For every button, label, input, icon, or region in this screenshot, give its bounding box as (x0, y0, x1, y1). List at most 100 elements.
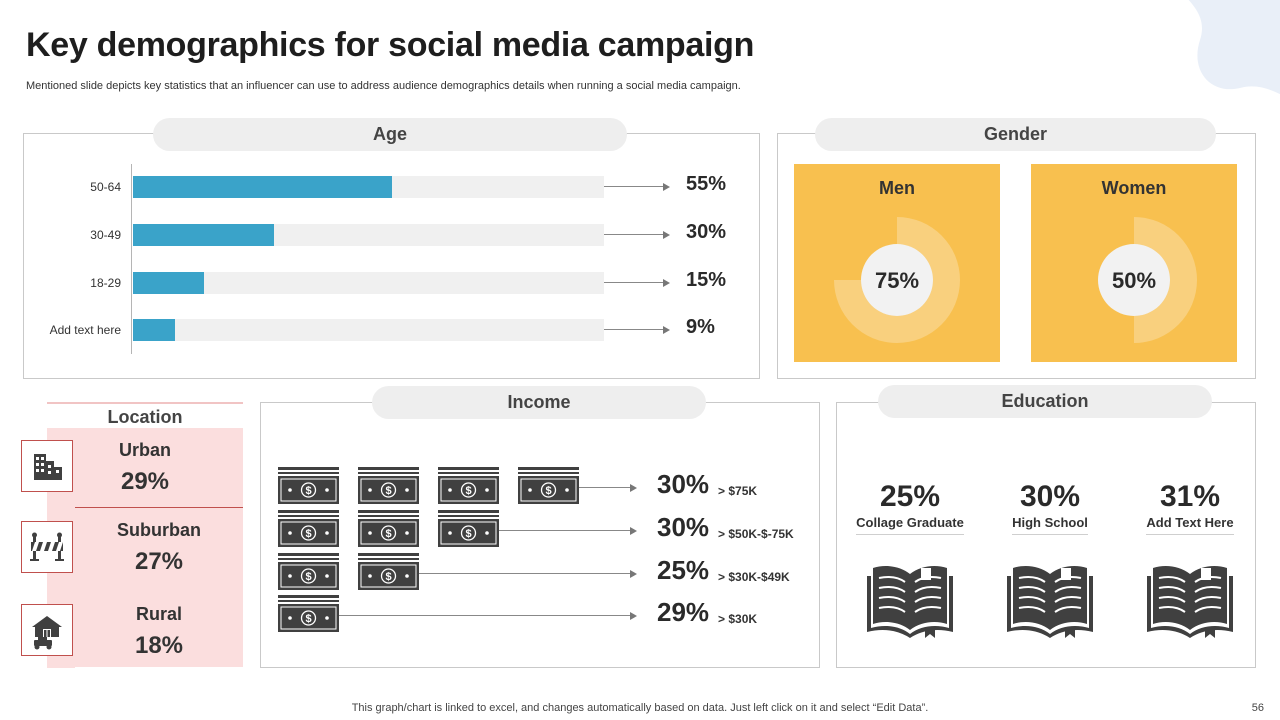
location-card-urban: Urban 29% (47, 428, 243, 507)
dollar-bill-icon: $ (438, 467, 499, 504)
page-number: 56 (1251, 702, 1264, 714)
income-section-title: Income (372, 386, 706, 419)
location-value: 29% (120, 468, 170, 495)
dollar-bill-icon: $ (358, 553, 419, 590)
buildings-icon (21, 440, 73, 492)
income-bracket-label: > $75K (718, 484, 758, 498)
age-bar-track (133, 224, 604, 246)
age-axis-line (131, 164, 132, 354)
donut-center (861, 244, 933, 316)
age-category-label: 50-64 (90, 180, 121, 194)
income-arrow-head (630, 527, 637, 535)
book-icon (1147, 562, 1233, 638)
dollar-bill-icon: $ (518, 467, 579, 504)
svg-text:$: $ (385, 528, 391, 540)
dollar-bill-icon: $ (278, 467, 339, 504)
income-value: 30% (657, 512, 710, 542)
age-section-title: Age (153, 118, 627, 151)
gender-label: Men (879, 178, 915, 198)
svg-text:$: $ (385, 485, 391, 497)
svg-text:$: $ (385, 571, 391, 583)
age-arrow (604, 282, 664, 283)
svg-text:$: $ (545, 485, 551, 497)
dollar-bill-icon: $ (278, 553, 339, 590)
age-arrow-head (663, 183, 670, 191)
dollar-bill-icon: $ (438, 510, 499, 547)
age-bar (133, 224, 275, 246)
age-category-label: Add text here (49, 323, 121, 337)
page-subtitle: Mentioned slide depicts key statistics t… (26, 80, 741, 92)
footer-note: This graph/chart is linked to excel, and… (351, 702, 929, 714)
location-value: 27% (134, 548, 184, 575)
education-item: 25% Collage Graduate (850, 480, 970, 535)
gender-value-label: 50% (1111, 268, 1157, 293)
svg-text:$: $ (465, 485, 471, 497)
education-section-title: Education (878, 385, 1212, 418)
book-icon (1007, 562, 1093, 638)
location-section-title: Location (47, 402, 243, 430)
donut-segment (834, 217, 960, 343)
education-value: 30% (1019, 480, 1081, 513)
income-value: 25% (657, 555, 710, 585)
income-arrow (579, 487, 630, 488)
education-item: 31% Add Text Here (1130, 480, 1250, 535)
income-arrow (499, 530, 630, 531)
age-category-label: 30-49 (90, 228, 121, 242)
age-bar-track (133, 176, 604, 198)
income-panel (260, 402, 820, 668)
dollar-bill-icon: $ (358, 467, 419, 504)
income-bracket-label: > $30K-$49K (718, 570, 790, 584)
donut-chart (834, 217, 960, 343)
education-value: 25% (879, 480, 941, 513)
location-card-rural: Rural 18% (75, 592, 243, 667)
age-category-label: 18-29 (90, 276, 121, 290)
education-label: Collage Graduate (856, 515, 964, 535)
page-title: Key demographics for social media campai… (26, 26, 755, 64)
book-icon (867, 562, 953, 638)
age-arrow (604, 234, 664, 235)
age-value-label: 30% (686, 221, 727, 243)
age-value-label: 15% (686, 269, 727, 291)
location-name: Rural (135, 604, 182, 624)
donut-center (1098, 244, 1170, 316)
dollar-bill-icon: $ (358, 510, 419, 547)
income-arrow-head (630, 612, 637, 620)
income-arrow (339, 615, 630, 616)
education-label: High School (1012, 515, 1088, 535)
education-label: Add Text Here (1146, 515, 1234, 535)
age-bar (133, 272, 204, 294)
age-value-label: 55% (686, 173, 727, 195)
age-arrow-head (663, 326, 670, 334)
age-bar-track (133, 319, 604, 341)
svg-text:$: $ (305, 613, 311, 625)
gender-section-title: Gender (815, 118, 1216, 151)
background-blob (1188, 0, 1280, 95)
income-arrow (419, 573, 630, 574)
income-value: 29% (657, 597, 710, 627)
svg-text:$: $ (305, 528, 311, 540)
donut-chart (1098, 217, 1197, 343)
age-bar (133, 176, 393, 198)
gender-card-men: Men 75% (794, 164, 1000, 362)
location-name: Urban (118, 440, 171, 460)
age-arrow-head (663, 279, 670, 287)
income-bracket-label: > $50K-$-75K (718, 527, 794, 541)
education-item: 30% High School (990, 480, 1110, 535)
location-name: Suburban (117, 520, 201, 540)
gender-value-label: 75% (874, 268, 920, 293)
income-value: 30% (657, 469, 710, 499)
income-bracket-label: > $30K (718, 612, 758, 626)
location-card-suburban: Suburban 27% (75, 508, 243, 592)
income-arrow-head (630, 484, 637, 492)
age-bar-track (133, 272, 604, 294)
road-sign-icon (21, 521, 73, 573)
age-arrow (604, 186, 664, 187)
location-divider (75, 507, 243, 508)
gender-label: Women (1101, 178, 1167, 198)
donut-segment (1134, 217, 1197, 343)
age-panel (23, 133, 760, 379)
age-value-label: 9% (686, 316, 715, 338)
dollar-bill-icon: $ (278, 595, 339, 632)
age-arrow (604, 329, 664, 330)
dollar-bill-icon: $ (278, 510, 339, 547)
